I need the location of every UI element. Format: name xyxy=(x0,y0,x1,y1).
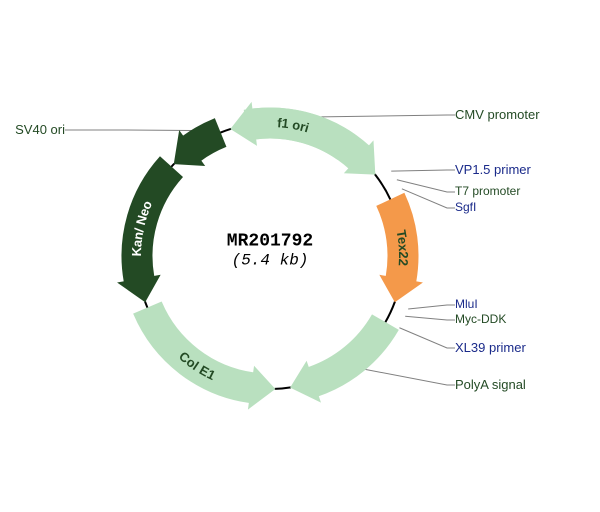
feature-label-tex22: Tex22 xyxy=(394,229,411,267)
backbone-segment xyxy=(385,301,395,322)
backbone-segment xyxy=(375,174,391,200)
callout-line xyxy=(321,115,455,117)
callout-vp15: VP1.5 primer xyxy=(455,162,531,177)
callout-line xyxy=(405,316,455,320)
callout-cmv-lbl: CMV promoter xyxy=(455,107,540,122)
callout-mycddk: Myc-DDK xyxy=(455,312,506,326)
callout-mlui: MluI xyxy=(455,297,478,311)
feature-kanneo xyxy=(118,157,182,302)
backbone-segment xyxy=(171,164,174,167)
callout-sv40-lbl: SV40 ori xyxy=(15,122,65,137)
feature-polya xyxy=(291,315,398,402)
callout-line xyxy=(399,328,455,348)
backbone-segment xyxy=(220,129,231,133)
callout-polya-lbl: PolyA signal xyxy=(455,377,526,392)
callout-line xyxy=(391,170,455,171)
plasmid-map: Tex22Col E1Kan/ Neof1 ori xyxy=(0,0,600,512)
callout-line xyxy=(408,305,455,309)
feature-sv40 xyxy=(174,119,225,166)
callout-line xyxy=(365,369,455,385)
feature-cole1 xyxy=(134,302,275,408)
callout-sgfi: SgfI xyxy=(455,200,476,214)
backbone-segment xyxy=(275,387,291,389)
callout-t7: T7 promoter xyxy=(455,184,520,198)
callout-xl39: XL39 primer xyxy=(455,340,526,355)
backbone-segment xyxy=(145,301,148,307)
